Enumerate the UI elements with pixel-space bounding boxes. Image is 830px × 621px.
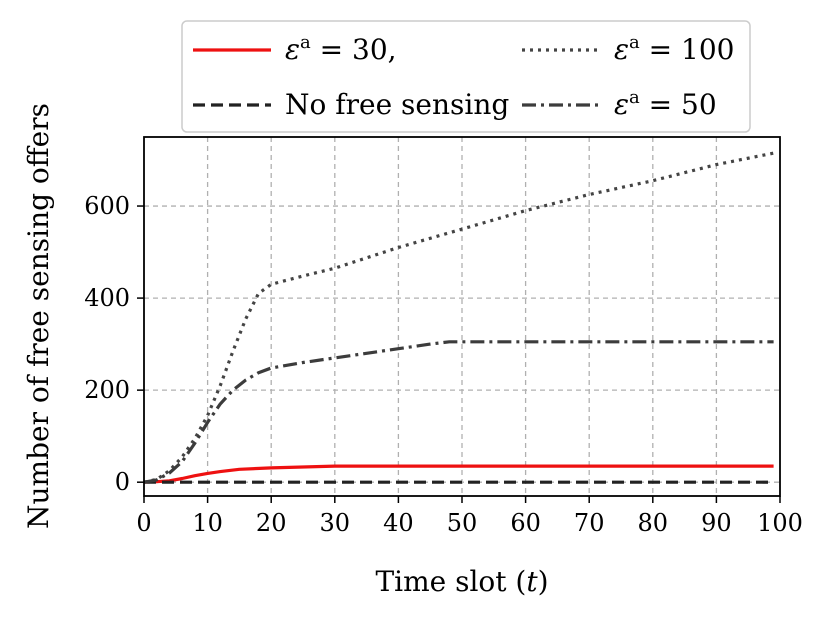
x-axis-label: Time slot (t) <box>375 565 548 598</box>
plot-frame <box>143 136 781 497</box>
legend-label-1: No free sensing <box>285 88 509 121</box>
x-tick-label: 70 <box>574 509 605 537</box>
x-tick-label: 50 <box>447 509 478 537</box>
x-tick-label: 80 <box>638 509 669 537</box>
series-line-2 <box>143 151 774 484</box>
x-tick-label: 100 <box>757 509 803 537</box>
x-tick-label: 40 <box>383 509 414 537</box>
x-tick-label: 60 <box>510 509 541 537</box>
y-tick-label: 600 <box>84 192 130 220</box>
y-axis-label: Number of free sensing offers <box>22 103 55 529</box>
x-tick-label: 30 <box>320 509 351 537</box>
series-line-0 <box>143 464 774 484</box>
x-tick-label: 90 <box>701 509 732 537</box>
x-tick-label: 0 <box>136 509 151 537</box>
series-layer <box>143 151 774 484</box>
legend-label-0: εa = 30, <box>285 32 397 66</box>
x-axis-label-var: t <box>526 565 538 598</box>
legend: εa = 30, No free sensing εa = 100 εa = 50 <box>181 20 751 133</box>
x-axis-label-prefix: Time slot ( <box>375 565 526 598</box>
x-tick-label: 10 <box>192 509 223 537</box>
legend-label-3: εa = 50 <box>614 87 717 121</box>
series-line-3 <box>143 340 774 484</box>
grid <box>144 137 780 496</box>
x-axis-label-suffix: ) <box>538 565 549 598</box>
legend-box <box>181 20 751 133</box>
legend-label-2: εa = 100 <box>614 32 734 66</box>
y-tick-label: 400 <box>84 284 130 312</box>
y-tick-label: 0 <box>115 468 130 496</box>
y-tick-label: 200 <box>84 376 130 404</box>
x-tick-label: 20 <box>256 509 287 537</box>
ticks: 0 10 20 30 40 50 60 70 80 90 100 0 200 400 600 <box>84 192 803 537</box>
